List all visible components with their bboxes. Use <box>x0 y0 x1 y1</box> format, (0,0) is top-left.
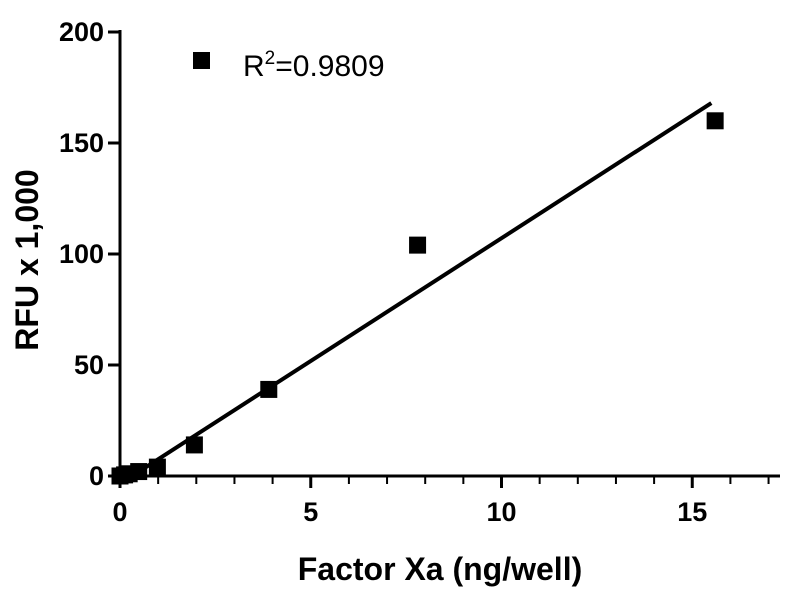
data-point <box>130 463 148 481</box>
fit-line-layer <box>137 101 713 474</box>
data-point <box>185 436 203 454</box>
x-tick-label: 0 <box>112 497 127 527</box>
legend-r: R <box>243 50 265 83</box>
data-point <box>148 458 166 476</box>
legend-value: =0.9809 <box>275 50 384 83</box>
y-tick-label: 50 <box>74 350 104 380</box>
y-tick-label: 150 <box>59 128 104 158</box>
x-tick-label: 15 <box>677 497 707 527</box>
data-point <box>706 112 724 130</box>
data-point <box>260 380 278 398</box>
x-tick-label: 5 <box>303 497 318 527</box>
axes <box>118 30 780 478</box>
legend-marker <box>193 52 210 69</box>
x-axis-title: Factor Xa (ng/well) <box>298 551 582 587</box>
y-tick-label: 200 <box>59 17 104 47</box>
legend: R2=0.9809 <box>193 48 385 83</box>
ticks: 0 50 100 150 200 0 5 10 15 <box>59 17 770 527</box>
y-axis-title: RFU x 1,000 <box>9 169 45 350</box>
legend-superscript: 2 <box>265 48 276 69</box>
y-tick-label: 100 <box>59 239 104 269</box>
data-point <box>409 236 427 254</box>
y-tick-label: 0 <box>89 461 104 491</box>
legend-label: R2=0.9809 <box>243 48 385 83</box>
data-points <box>111 112 724 485</box>
x-tick-label: 10 <box>486 497 516 527</box>
regression-line <box>137 101 713 474</box>
